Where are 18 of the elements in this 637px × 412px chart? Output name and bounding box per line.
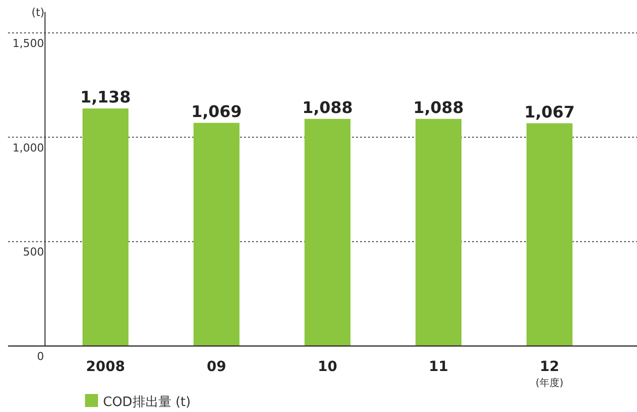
x-tick-label: 10 [318,359,338,375]
x-tick-label: 2008 [86,359,125,375]
y-axis-title: (t) [32,6,44,19]
x-tick-label: 12 [540,359,560,375]
y-tick-label: 1,000 [12,141,44,154]
x-tick-label: 11 [428,359,448,375]
data-label: 1,088 [413,98,464,117]
data-label: 1,067 [524,102,575,122]
data-label: 1,069 [191,102,242,121]
y-tick-label: 500 [23,246,44,259]
data-label: 1,138 [80,87,131,106]
legend-label: COD排出量 (t) [103,395,191,410]
x-tick-label: 09 [206,359,226,375]
data-label: 1,088 [302,98,353,117]
y-tick-label: 0 [37,350,44,363]
y-tick-label: 1,500 [12,36,44,50]
x-axis-title: (年度) [536,377,564,389]
legend: COD排出量 (t) [85,394,191,410]
